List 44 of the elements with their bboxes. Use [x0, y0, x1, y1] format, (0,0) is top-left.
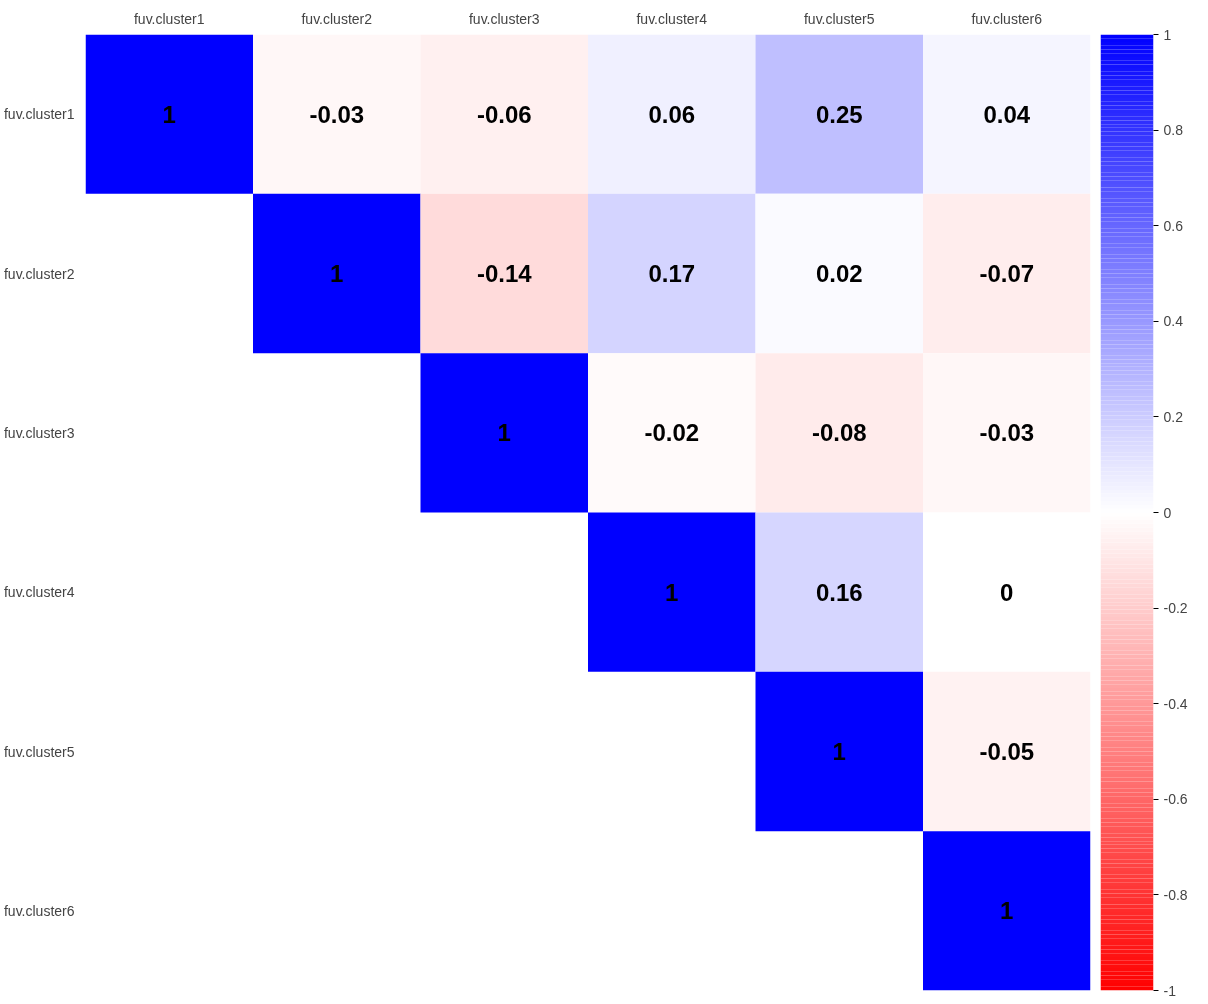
color-bar-label: -0.2 — [1163, 600, 1188, 617]
color-bar-label: -0.4 — [1163, 695, 1188, 712]
data-label: -0.02 — [644, 419, 700, 447]
x-tick-label: fuv.cluster1 — [133, 10, 205, 27]
data-label: 0.02 — [815, 260, 863, 287]
y-tick-label: fuv.cluster4 — [3, 584, 75, 601]
color-bar-label: -0.8 — [1163, 886, 1188, 903]
y-tick-label: fuv.cluster3 — [3, 424, 75, 441]
data-label: 1 — [665, 578, 679, 606]
color-bar-label: 0.6 — [1163, 217, 1184, 234]
data-label: -0.05 — [979, 738, 1035, 765]
data-label: -0.03 — [309, 100, 365, 128]
color-bar-label: -1 — [1163, 982, 1177, 999]
color-bar-label: 0 — [1163, 504, 1172, 521]
y-tick-label: fuv.cluster6 — [3, 902, 75, 919]
color-bar-label: 0.2 — [1163, 408, 1184, 425]
data-label: 1 — [1000, 897, 1014, 925]
data-label: 1 — [497, 419, 511, 447]
data-label: 0.17 — [648, 260, 696, 287]
color-bar-label: 0.4 — [1163, 313, 1184, 330]
x-tick-label: fuv.cluster4 — [636, 10, 708, 27]
data-label: -0.14 — [476, 260, 533, 287]
data-label: 0.04 — [983, 100, 1031, 128]
color-bar-label: -0.6 — [1163, 791, 1188, 808]
data-label: 1 — [832, 738, 846, 765]
data-label: 1 — [162, 100, 176, 128]
data-label: 0.06 — [648, 100, 696, 128]
y-tick-label: fuv.cluster2 — [3, 265, 75, 282]
x-tick-label: fuv.cluster5 — [803, 10, 875, 27]
color-bar-label: 1 — [1163, 26, 1172, 43]
x-tick-label: fuv.cluster6 — [971, 10, 1043, 27]
y-tick-label: fuv.cluster1 — [3, 106, 75, 123]
y-tick-label: fuv.cluster5 — [3, 743, 75, 760]
x-tick-label: fuv.cluster2 — [301, 10, 373, 27]
data-label: 0 — [1000, 578, 1014, 606]
data-label: 0.16 — [815, 578, 863, 606]
data-label: -0.03 — [979, 419, 1035, 447]
data-label: 1 — [330, 260, 344, 287]
x-tick-label: fuv.cluster3 — [468, 10, 540, 27]
data-label: -0.07 — [979, 260, 1035, 287]
data-label: -0.06 — [476, 100, 532, 128]
color-bar-label: 0.8 — [1163, 122, 1184, 139]
data-label: 0.25 — [815, 100, 863, 128]
data-label: -0.08 — [811, 419, 867, 447]
